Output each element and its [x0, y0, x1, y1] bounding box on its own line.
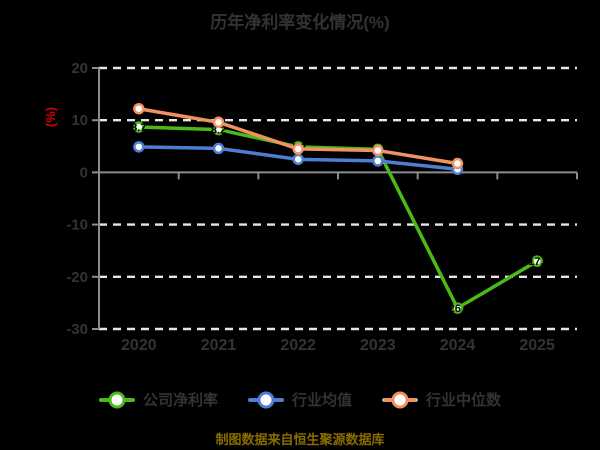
legend-line-marker-green: [98, 391, 135, 408]
svg-text:8.7: 8.7: [131, 122, 146, 134]
svg-text:0: 0: [80, 164, 88, 181]
svg-text:10: 10: [71, 112, 88, 129]
svg-text:2022: 2022: [280, 337, 316, 354]
svg-text:2025: 2025: [519, 337, 555, 354]
data-source-note: 制图数据来自恒生聚源数据库: [215, 432, 385, 447]
y-axis-labels: 20 10 0 -10 -20 -30: [66, 60, 88, 338]
svg-text:2023: 2023: [360, 337, 396, 354]
svg-text:-17.0: -17.0: [525, 256, 550, 268]
legend-label: 行业中位数: [426, 392, 502, 409]
svg-text:2020: 2020: [121, 337, 157, 354]
series-2: [133, 102, 464, 170]
svg-text:-26.0: -26.0: [445, 303, 470, 315]
svg-text:-30: -30: [66, 321, 88, 338]
chart-title: 历年净利率变化情况(%): [210, 13, 390, 32]
svg-text:2021: 2021: [201, 337, 237, 354]
legend-item-company-net-margin[interactable]: 公司净利率: [98, 389, 218, 410]
svg-text:8.2: 8.2: [211, 125, 226, 137]
x-axis-labels: 2020 2021 2022 2023 2024 2025: [121, 337, 555, 354]
svg-text:-10: -10: [66, 217, 88, 234]
legend-item-industry-median[interactable]: 行业中位数: [382, 389, 501, 410]
svg-text:-20: -20: [66, 269, 88, 286]
legend-circle-marker-green: [108, 391, 126, 408]
gridlines: [99, 66, 577, 331]
axes: [92, 67, 578, 330]
series-1: [133, 141, 464, 176]
legend-line-marker-blue: [247, 391, 284, 408]
svg-text:2024: 2024: [440, 337, 476, 354]
legend-line-marker-orange: [382, 391, 418, 408]
legend-label: 行业均值: [291, 392, 352, 409]
legend-item-industry-mean[interactable]: 行业均值: [247, 389, 352, 410]
svg-text:20: 20: [71, 60, 88, 77]
legend-label: 公司净利率: [142, 392, 218, 409]
legend-circle-marker-orange: [391, 391, 409, 408]
legend-circle-marker-blue: [257, 391, 275, 408]
y-axis-title: (%): [43, 107, 58, 127]
legend: 公司净利率 行业均值 行业中位数: [0, 389, 600, 410]
